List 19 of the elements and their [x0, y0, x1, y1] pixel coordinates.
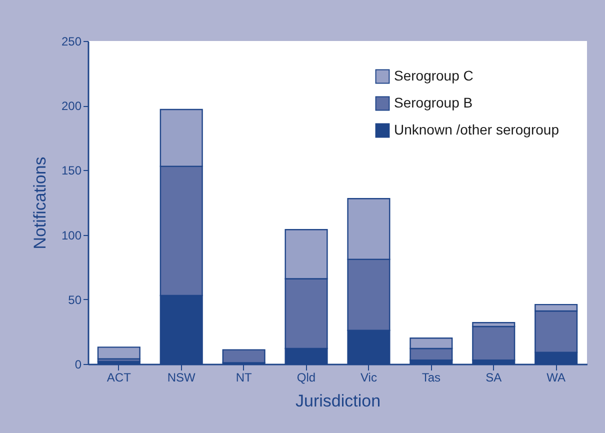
y-tick-label: 100	[61, 228, 82, 242]
x-tick-label: NSW	[167, 370, 196, 384]
x-tick-label: WA	[546, 370, 566, 384]
x-axis-title: Jurisdiction	[295, 392, 381, 410]
x-tick-label: SA	[486, 370, 502, 384]
legend-label: Serogroup C	[394, 68, 474, 84]
y-tick-label: 150	[61, 164, 82, 178]
y-tick-label: 0	[74, 358, 82, 372]
x-tick-label: Qld	[296, 370, 316, 384]
y-tick-label: 250	[61, 34, 82, 48]
y-tick-label: 50	[68, 292, 82, 307]
y-axis-title: Notifications	[30, 156, 50, 250]
x-tick-label: Vic	[360, 370, 377, 384]
y-tick-label: 200	[61, 99, 82, 114]
legend-label: Unknown /other serogroup	[394, 122, 560, 138]
x-tick-label: NT	[236, 370, 252, 384]
x-tick-label: ACT	[106, 370, 132, 384]
x-tick-label: Tas	[422, 370, 441, 384]
legend-label: Serogroup B	[394, 94, 473, 110]
